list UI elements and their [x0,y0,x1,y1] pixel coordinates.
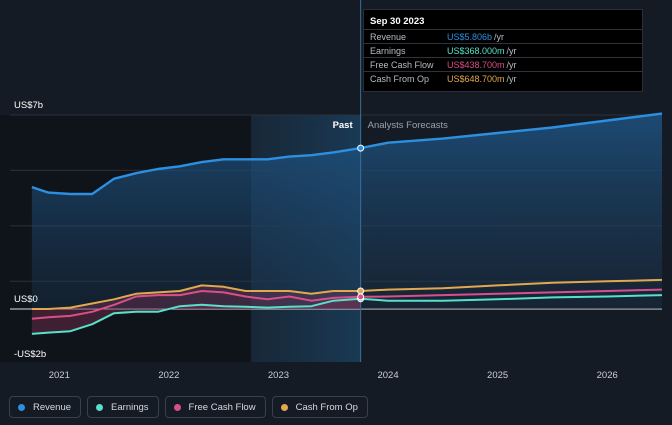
tooltip-row-revenue: Revenue US$5.806b/yr [364,29,642,44]
tooltip-row-earnings: Earnings US$368.000m/yr [364,43,642,58]
tooltip-label: Earnings [370,46,406,56]
tooltip-label: Revenue [370,32,407,42]
tooltip-unit: /yr [506,60,517,70]
x-tick-label: 2024 [377,370,398,381]
legend: Revenue Earnings Free Cash Flow Cash Fro… [9,396,368,420]
x-tick-label: 2021 [49,370,70,381]
tooltip-value: US$648.700m [447,74,505,84]
series-lines [31,112,663,335]
x-tick-label: 2025 [487,370,508,381]
legend-item-cash-from-op[interactable]: Cash From Op [271,396,368,418]
x-tick-label: 2023 [268,370,289,381]
tooltip-unit: /yr [506,46,517,56]
series-line-cash-from-op [31,278,663,310]
legend-dot-icon [280,403,288,411]
legend-dot-icon [18,403,25,411]
series-line-earnings [31,294,663,335]
tooltip-label: Free Cash Flow [370,60,434,70]
tooltip-unit: /yr [506,74,517,84]
past-label: Past [333,120,354,131]
legend-label: Free Cash Flow [188,401,256,413]
legend-label: Earnings [111,401,149,413]
marker-revenue [357,144,365,152]
marker-free-cash-flow [357,293,365,301]
y-label-bottom: -US$2b [14,349,46,360]
y-label-zero: US$0 [14,294,38,305]
x-axis-ticks: 2021 2022 2023 2024 2025 2026 [49,370,618,381]
series-line-revenue [31,112,663,196]
series-line-free-cash-flow [31,288,663,320]
legend-label: Revenue [33,401,72,413]
tooltip-label: Cash From Op [370,74,430,84]
legend-dot-icon [96,403,104,411]
tooltip-row-cash-from-op: Cash From Op US$648.700m/yr [364,71,642,86]
revenue-area [31,113,662,309]
tooltip: Sep 30 2023 Revenue US$5.806b/yr Earning… [363,9,643,92]
legend-dot-icon [173,403,181,411]
tooltip-row-free-cash-flow: Free Cash Flow US$438.700m/yr [364,57,642,72]
tooltip-value: US$438.700m [447,60,505,70]
tooltip-unit: /yr [494,32,505,42]
y-label-top: US$7b [14,100,43,111]
tooltip-value: US$5.806b [447,32,493,42]
tooltip-value: US$368.000m [447,46,505,56]
legend-item-revenue[interactable]: Revenue [9,396,82,418]
marker-cash-from-op [357,287,365,295]
x-tick-label: 2022 [158,370,179,381]
legend-item-earnings[interactable]: Earnings [87,396,159,418]
tooltip-markers [357,144,365,303]
tooltip-date: Sep 30 2023 [370,16,425,27]
legend-item-free-cash-flow[interactable]: Free Cash Flow [164,396,266,418]
legend-label: Cash From Op [295,401,358,413]
x-tick-label: 2026 [597,370,618,381]
forecast-label: Analysts Forecasts [368,120,448,131]
